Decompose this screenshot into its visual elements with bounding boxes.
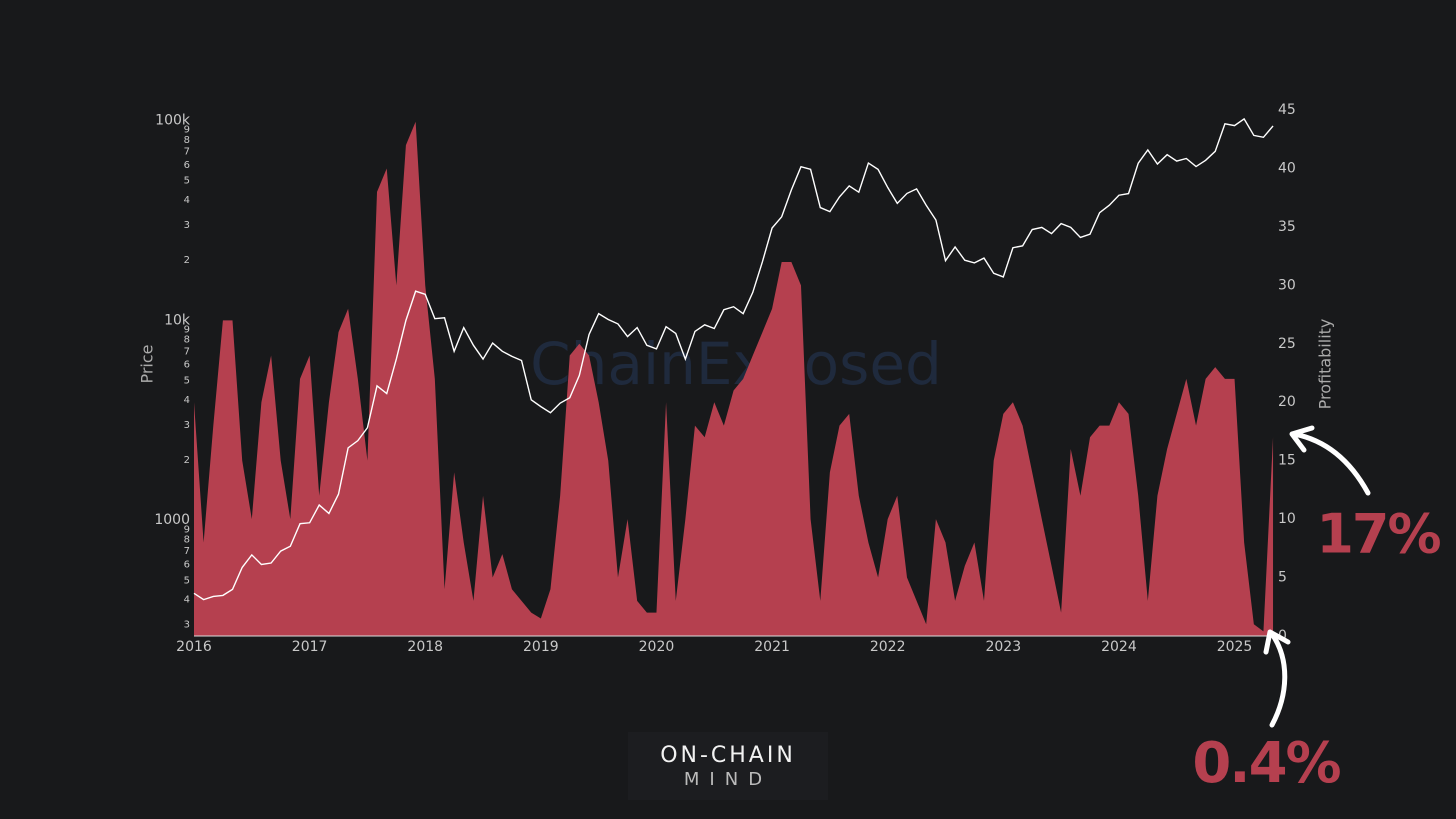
y-tick-label: 8 bbox=[184, 335, 190, 346]
logo-text: MIND bbox=[684, 769, 772, 790]
y-tick-label: 8 bbox=[184, 534, 190, 545]
y-tick-label: 4 bbox=[184, 195, 190, 206]
y-tick-label: 10k bbox=[164, 312, 191, 328]
y-tick-label: 100k bbox=[155, 113, 191, 129]
y2-tick-label: 10 bbox=[1278, 511, 1296, 527]
x-tick-label: 2017 bbox=[292, 639, 328, 655]
y2-tick-label: 5 bbox=[1278, 570, 1287, 586]
y-tick-label: 5 bbox=[184, 376, 190, 387]
x-tick-label: 2024 bbox=[1101, 639, 1137, 655]
x-tick-label: 2023 bbox=[985, 639, 1021, 655]
y-tick-label: 8 bbox=[184, 135, 190, 146]
y-tick-label: 7 bbox=[184, 346, 190, 357]
y-tick-label: 5 bbox=[184, 176, 190, 187]
y-tick-label: 7 bbox=[184, 147, 190, 158]
annotation: 0.4% bbox=[1192, 731, 1340, 796]
y-tick-label: 4 bbox=[184, 395, 190, 406]
watermark: ChainExposed bbox=[530, 330, 942, 398]
y-tick-label: 2 bbox=[184, 455, 190, 466]
price-line bbox=[193, 117, 1274, 601]
y2-tick-label: 20 bbox=[1278, 394, 1296, 410]
y-tick-label: 4 bbox=[184, 595, 190, 606]
y-tick-label: 9 bbox=[184, 125, 190, 136]
y-tick-label: 7 bbox=[184, 546, 190, 557]
y-tick-label: 3 bbox=[184, 420, 190, 431]
x-tick-label: 2021 bbox=[754, 639, 790, 655]
y-tick-label: 2 bbox=[184, 255, 190, 266]
y-tick-label: 1000 bbox=[154, 512, 190, 528]
y2-tick-label: 25 bbox=[1278, 336, 1296, 352]
y2-tick-label: 40 bbox=[1278, 160, 1296, 176]
y-tick-label: 9 bbox=[184, 524, 190, 535]
y-tick-label: 6 bbox=[184, 559, 190, 570]
y-tick-label: 6 bbox=[184, 160, 190, 171]
profitability-area bbox=[194, 121, 1274, 636]
annotation: 17% bbox=[1316, 503, 1440, 566]
x-tick-label: 2018 bbox=[407, 639, 443, 655]
x-tick-label: 2022 bbox=[870, 639, 906, 655]
y2-tick-label: 45 bbox=[1278, 102, 1296, 118]
y-tick-label: 5 bbox=[184, 575, 190, 586]
plot-area: 345678910002345678910k23456789100k051015… bbox=[154, 102, 1295, 655]
y-axis-title: Price bbox=[138, 344, 157, 383]
y-tick-label: 6 bbox=[184, 360, 190, 371]
y2-tick-label: 30 bbox=[1278, 277, 1296, 293]
y-tick-label: 3 bbox=[184, 220, 190, 231]
arrow-head bbox=[1263, 629, 1291, 655]
y2-tick-label: 15 bbox=[1278, 453, 1296, 469]
x-tick-label: 2016 bbox=[176, 639, 212, 655]
x-tick-label: 2019 bbox=[523, 639, 559, 655]
logo-text: ON-CHAIN bbox=[660, 743, 796, 768]
x-tick-label: 2025 bbox=[1217, 639, 1253, 655]
y2-tick-label: 35 bbox=[1278, 219, 1296, 235]
arrow bbox=[1291, 431, 1371, 496]
arrow bbox=[1269, 631, 1288, 728]
x-tick-label: 2020 bbox=[639, 639, 675, 655]
y-tick-label: 9 bbox=[184, 325, 190, 336]
logo-box bbox=[628, 732, 828, 800]
y2-axis-title: Profitability bbox=[1316, 319, 1335, 410]
y2-tick-label: 0 bbox=[1278, 628, 1287, 644]
arrow-head bbox=[1289, 425, 1315, 453]
y-tick-label: 3 bbox=[184, 620, 190, 631]
